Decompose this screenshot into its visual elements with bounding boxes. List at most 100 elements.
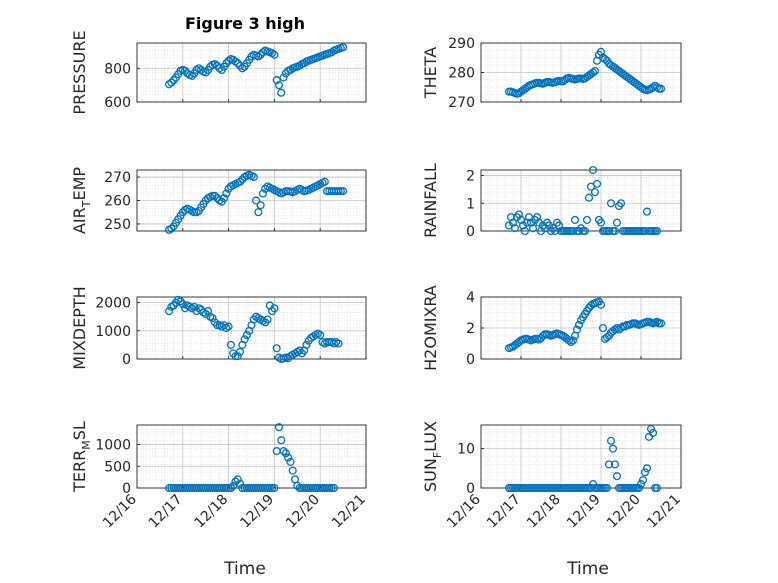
data-point	[169, 76, 178, 85]
data-point	[254, 52, 263, 61]
y-axis-label: H2OMIXRA	[421, 285, 440, 371]
subplot-1: 600 800 PRESSURE	[70, 30, 367, 115]
data-point	[600, 55, 610, 64]
data-point	[302, 340, 311, 349]
data-point	[279, 73, 288, 82]
x-tick-label: 12/17	[146, 492, 186, 532]
series-markers	[504, 47, 666, 98]
series-markers	[165, 423, 338, 493]
data-point	[588, 165, 598, 175]
data-point	[550, 226, 560, 236]
subplot-3: 250 260 270 AIRTEMP	[70, 167, 367, 234]
y-tick-label: 2000	[95, 296, 131, 312]
data-point	[325, 483, 334, 493]
data-point	[226, 483, 235, 493]
data-point	[268, 49, 277, 58]
data-point	[208, 191, 217, 200]
x-tick-label: 12/21	[644, 492, 684, 532]
y-axis-label: AIRTEMP	[70, 167, 93, 234]
data-point	[638, 476, 648, 485]
y-tick-label: 270	[104, 170, 131, 186]
subplot-grid: 600 800 PRESSURE 270 280 290 THETA 250 260 270 AIR…	[70, 30, 684, 531]
data-point	[566, 337, 576, 347]
data-point	[277, 436, 286, 445]
data-point	[339, 43, 348, 52]
y-tick-label: 1	[466, 196, 475, 212]
data-point	[265, 483, 274, 493]
series-markers	[504, 165, 662, 236]
data-point	[258, 189, 268, 198]
y-axis-label: RAINFALL	[421, 163, 440, 238]
data-point	[226, 340, 235, 349]
data-point	[652, 83, 662, 92]
y-tick-label: 270	[448, 95, 475, 111]
data-point	[570, 215, 580, 224]
x-tick-label: 12/19	[237, 492, 277, 532]
x-axis-label-left: Time	[223, 559, 266, 579]
y-tick-label: 290	[448, 36, 475, 52]
data-point	[648, 428, 658, 437]
data-point	[229, 481, 238, 490]
data-point	[606, 199, 616, 208]
data-point	[210, 60, 219, 69]
data-point	[181, 66, 190, 75]
data-point	[288, 466, 297, 475]
y-tick-label: 1000	[95, 438, 131, 454]
data-point	[242, 330, 251, 340]
data-point	[277, 88, 286, 97]
y-axis-label: SUNFLUX	[421, 421, 444, 492]
data-point	[656, 319, 666, 328]
data-point	[238, 64, 247, 73]
data-point	[586, 483, 596, 493]
data-point	[165, 80, 174, 89]
x-tick-label: 12/18	[192, 492, 232, 532]
data-point	[572, 325, 582, 334]
data-point	[236, 61, 245, 70]
data-point	[300, 59, 309, 68]
y-tick-label: 10	[457, 442, 475, 458]
data-point	[270, 50, 279, 59]
minor-grid	[481, 170, 681, 231]
y-tick-label: 0	[466, 224, 475, 240]
axes-box	[136, 296, 367, 360]
data-point	[606, 436, 616, 445]
data-point	[222, 59, 231, 68]
minor-grid	[137, 425, 366, 488]
data-point	[240, 335, 249, 344]
y-axis-label: THETA	[421, 47, 440, 99]
data-point	[528, 224, 538, 233]
y-tick-label: 250	[104, 217, 131, 233]
data-point	[652, 483, 662, 493]
data-point	[286, 457, 295, 466]
x-tick-label: 12/16	[444, 491, 484, 531]
y-axis-label: MIXDEPTH	[70, 286, 89, 369]
data-point	[190, 208, 199, 217]
y-tick-label: 0	[122, 481, 131, 497]
data-point	[208, 314, 217, 323]
axes-box	[136, 424, 367, 489]
data-point	[284, 453, 293, 462]
series-markers	[504, 297, 666, 353]
data-point	[608, 444, 618, 453]
data-point	[616, 199, 626, 208]
data-point	[568, 336, 578, 345]
series-markers	[504, 424, 662, 493]
data-point	[339, 187, 348, 196]
data-point	[580, 226, 590, 236]
y-tick-label: 0	[122, 352, 131, 368]
axes-box	[136, 42, 367, 103]
data-point	[231, 57, 240, 66]
data-point	[652, 317, 662, 326]
data-point	[636, 480, 646, 489]
x-tick-label: 12/20	[604, 492, 644, 532]
series-markers	[165, 295, 343, 364]
data-point	[646, 424, 656, 433]
subplot-8: 0 10 12/16 12/17 12/18 12/19 12/20 12/21 SUNFLUX	[421, 421, 684, 531]
data-point	[286, 65, 295, 75]
data-point	[281, 449, 290, 458]
data-point	[167, 224, 176, 233]
data-point	[224, 483, 233, 493]
data-point	[295, 61, 304, 70]
y-tick-label: 1000	[95, 324, 131, 340]
